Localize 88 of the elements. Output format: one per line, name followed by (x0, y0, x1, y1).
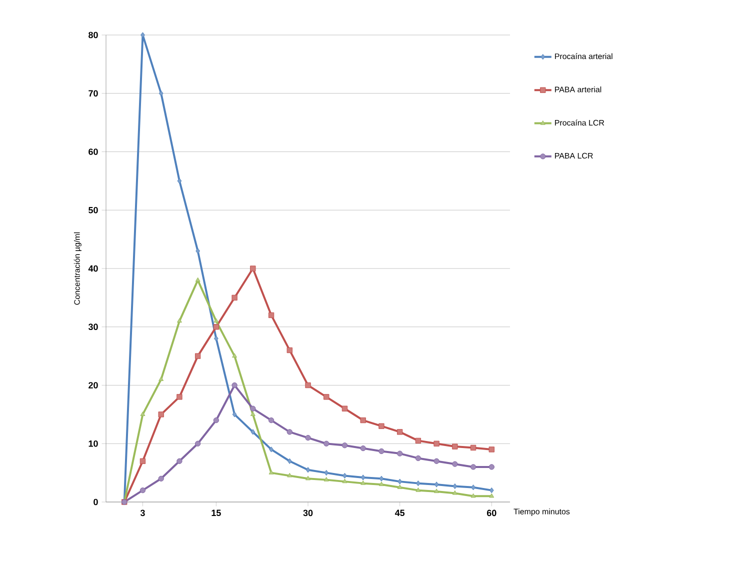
point (140, 487, 146, 494)
point (379, 476, 384, 482)
point (324, 394, 330, 400)
x-tick-label: 60 (486, 510, 496, 516)
point (177, 178, 182, 184)
point (287, 472, 292, 478)
point (268, 312, 274, 318)
point (305, 382, 311, 388)
point (489, 493, 494, 498)
y-tick-label: 40 (88, 265, 98, 272)
y-tick-label: 20 (88, 382, 98, 388)
point (452, 490, 458, 495)
point (342, 478, 348, 484)
y-tick-label: 30 (88, 324, 98, 330)
point (286, 347, 292, 354)
x-tick-label: 15 (212, 510, 221, 516)
point (232, 412, 237, 418)
point (396, 450, 403, 456)
point (470, 444, 476, 451)
point (452, 483, 458, 490)
point (250, 266, 256, 272)
point (268, 470, 274, 474)
point (470, 493, 476, 498)
point (214, 336, 218, 342)
point (140, 458, 146, 464)
point (158, 476, 164, 482)
point (214, 318, 219, 323)
point (158, 376, 164, 381)
point (415, 455, 422, 462)
point (232, 353, 238, 358)
point (488, 464, 494, 470)
point (452, 461, 458, 467)
point (396, 429, 403, 435)
point (324, 476, 329, 482)
point (378, 448, 384, 454)
point (488, 446, 494, 452)
point (360, 480, 366, 485)
point (250, 412, 256, 416)
point (196, 248, 200, 254)
x-tick-label: 30 (303, 510, 313, 516)
point (434, 440, 440, 446)
point (470, 464, 476, 470)
point (434, 458, 440, 464)
x-tick-label: 3 (140, 510, 145, 516)
point (434, 488, 440, 494)
point (306, 467, 310, 473)
point (268, 417, 274, 424)
point (324, 440, 330, 446)
y-tick-label: 70 (88, 90, 98, 97)
point (452, 444, 458, 450)
y-tick-label: 50 (88, 206, 98, 214)
point (213, 417, 220, 424)
point (176, 394, 182, 400)
point (305, 434, 311, 441)
point (232, 382, 238, 388)
point (342, 406, 348, 412)
point (471, 484, 476, 490)
point (250, 429, 256, 435)
point (416, 487, 421, 492)
y-tick-label: 60 (88, 148, 98, 155)
point (286, 429, 292, 435)
point (324, 470, 329, 476)
point (360, 417, 366, 424)
point (194, 440, 201, 446)
y-tick-label: 80 (88, 32, 98, 38)
point (194, 353, 201, 359)
point (140, 32, 145, 38)
point (213, 324, 220, 330)
point (397, 484, 402, 489)
point (250, 406, 256, 412)
point (158, 90, 164, 96)
y-tick-label: 0 (94, 498, 98, 506)
point (306, 476, 310, 480)
y-tick-label: 10 (88, 440, 98, 447)
point (342, 442, 348, 448)
point (415, 438, 422, 444)
x-tick-label: 45 (394, 510, 405, 516)
point (140, 412, 146, 416)
point (158, 412, 164, 418)
point (378, 423, 384, 429)
point (269, 446, 274, 452)
point (360, 445, 366, 452)
point (378, 482, 384, 486)
point (232, 294, 238, 301)
point (176, 458, 182, 464)
point (195, 277, 200, 282)
point (287, 458, 292, 464)
point (176, 318, 182, 323)
